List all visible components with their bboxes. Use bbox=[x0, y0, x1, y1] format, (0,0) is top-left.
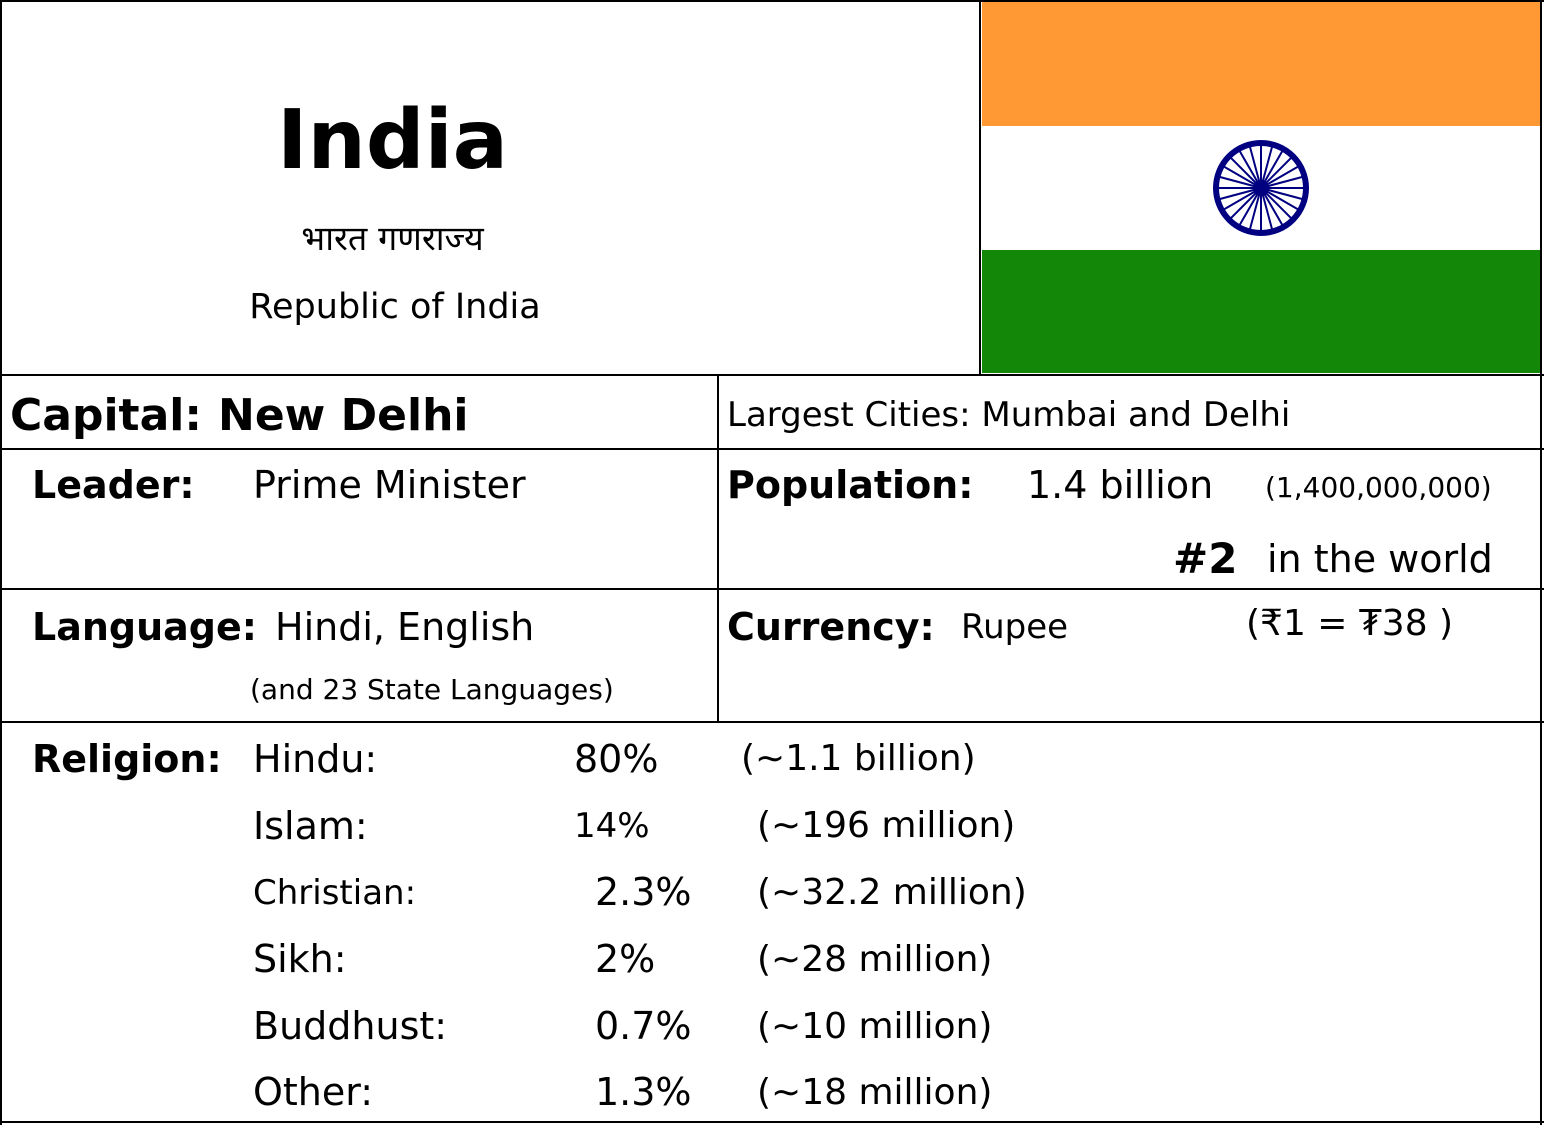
religion-percent: 80% bbox=[574, 737, 659, 781]
chakra-hub bbox=[1253, 180, 1269, 196]
header-divider bbox=[0, 374, 1544, 376]
religion-percent: 14% bbox=[574, 806, 650, 846]
religion-name: Islam: bbox=[253, 804, 368, 848]
row1-divider bbox=[0, 448, 1544, 450]
currency-value: Rupee bbox=[961, 607, 1069, 647]
religion-percent: 1.3% bbox=[595, 1070, 692, 1114]
flag-image bbox=[982, 2, 1540, 373]
leader-label: Leader: bbox=[32, 463, 195, 507]
flag-divider bbox=[979, 0, 981, 376]
religion-count: (∼1.1 billion) bbox=[741, 738, 976, 779]
outer-border-bottom bbox=[0, 1121, 1544, 1123]
outer-border-top bbox=[0, 0, 1544, 2]
religion-percent: 0.7% bbox=[595, 1004, 692, 1048]
religion-count: (∼10 million) bbox=[757, 1006, 993, 1047]
population-rank: #2 bbox=[1173, 534, 1238, 583]
native-name: भारत गणराज्य bbox=[301, 219, 484, 259]
country-name: India bbox=[276, 93, 509, 188]
religion-name: Buddhust: bbox=[253, 1004, 448, 1048]
leader-value: Prime Minister bbox=[253, 463, 526, 507]
religion-name: Sikh: bbox=[253, 937, 347, 981]
largest-cities: Largest Cities: Mumbai and Delhi bbox=[727, 395, 1291, 435]
religion-label: Religion: bbox=[32, 737, 222, 781]
religion-name: Other: bbox=[253, 1070, 374, 1114]
language-value: Hindi, English bbox=[275, 605, 535, 649]
religion-count: (∼28 million) bbox=[757, 939, 993, 980]
religion-name: Hindu: bbox=[253, 737, 378, 781]
population-label: Population: bbox=[727, 463, 974, 507]
capital-label: Capital: bbox=[10, 390, 202, 441]
ashoka-chakra-icon bbox=[1213, 140, 1309, 236]
row2-divider bbox=[0, 588, 1544, 590]
population-exact: (1,400,000,000) bbox=[1265, 471, 1492, 504]
chakra-rim bbox=[1213, 140, 1309, 236]
outer-border-right bbox=[1540, 0, 1542, 1125]
language-label: Language: bbox=[32, 605, 257, 649]
saffron-stripe bbox=[982, 2, 1540, 126]
population-value: 1.4 billion bbox=[1027, 463, 1214, 507]
language-note: (and 23 State Languages) bbox=[250, 673, 614, 706]
outer-border-left bbox=[0, 0, 2, 1125]
religion-count: (∼196 million) bbox=[757, 805, 1016, 846]
currency-label: Currency: bbox=[727, 605, 935, 649]
religion-percent: 2% bbox=[595, 937, 656, 981]
column-divider bbox=[717, 375, 719, 722]
india-flag-icon bbox=[982, 2, 1540, 373]
religion-percent: 2.3% bbox=[595, 870, 692, 914]
currency-exchange: (₹1 = ₮38 ) bbox=[1246, 603, 1454, 644]
capital-value: New Delhi bbox=[218, 390, 469, 441]
population-rank-suffix: in the world bbox=[1267, 537, 1493, 581]
green-stripe bbox=[982, 250, 1540, 373]
religion-count: (∼32.2 million) bbox=[757, 872, 1027, 913]
religion-count: (∼18 million) bbox=[757, 1072, 993, 1113]
religion-name: Christian: bbox=[253, 873, 417, 913]
row3-divider bbox=[0, 721, 1544, 723]
official-name: Republic of India bbox=[249, 287, 541, 327]
